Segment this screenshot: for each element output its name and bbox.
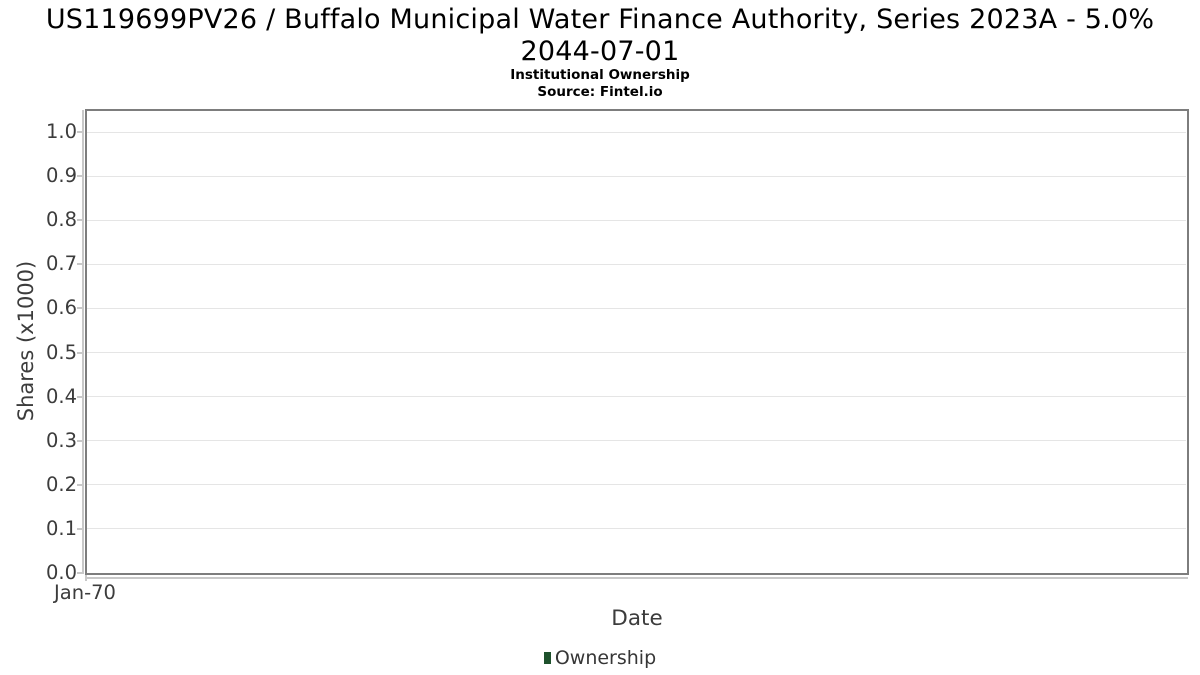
legend-marker-square-icon [543,652,551,664]
chart-title-date: 2044-07-01 [520,36,680,67]
y-axis-tick [77,351,82,354]
y-axis-tick [77,131,82,134]
y-tick-label: 0.7 [45,252,77,276]
y-axis-tick [77,527,82,530]
y-tick-label: 0.2 [45,472,77,496]
y-axis-tick [77,263,82,266]
y-gridline [87,175,1186,177]
y-gridline [87,352,1186,354]
y-gridline [87,307,1186,309]
y-gridline [87,131,1186,133]
y-tick-label: 0.8 [45,208,77,232]
y-axis-line [82,110,84,574]
y-tick-label: 0.0 [45,561,77,584]
y-gridline [87,440,1186,442]
y-gridline [87,219,1186,221]
y-tick-label: 0.9 [45,164,77,188]
chart-title: US119699PV26 / Buffalo Municipal Water F… [45,4,1155,35]
y-tick-label: 0.1 [45,516,77,540]
y-gridline [87,484,1186,486]
chart-source-note: Source: Fintel.io [537,84,663,100]
y-axis-tick [77,307,82,310]
y-gridline [87,396,1186,398]
plot-area [85,109,1189,575]
y-gridline [87,528,1186,530]
chart-subtitle: Institutional Ownership [510,67,690,83]
y-tick-label: 1.0 [45,120,77,144]
y-axis-tick [77,219,82,222]
x-axis-tick [85,575,87,581]
y-tick-label: 0.4 [45,384,77,408]
y-axis-tick [77,572,82,574]
x-tick-label: Jan-70 [54,581,116,604]
y-tick-label: 0.3 [45,428,77,452]
x-axis-title: Date [611,606,663,631]
y-tick-label: 0.5 [45,340,77,364]
legend: Ownership [0,647,1200,669]
x-axis-line [86,577,1188,579]
legend-label-ownership: Ownership [554,647,657,669]
y-axis-tick [77,483,82,486]
y-tick-label: 0.6 [45,296,77,320]
y-axis-tick [77,175,82,178]
y-gridline [87,263,1186,265]
y-axis-tick [77,439,82,442]
y-axis-tick [77,395,82,398]
